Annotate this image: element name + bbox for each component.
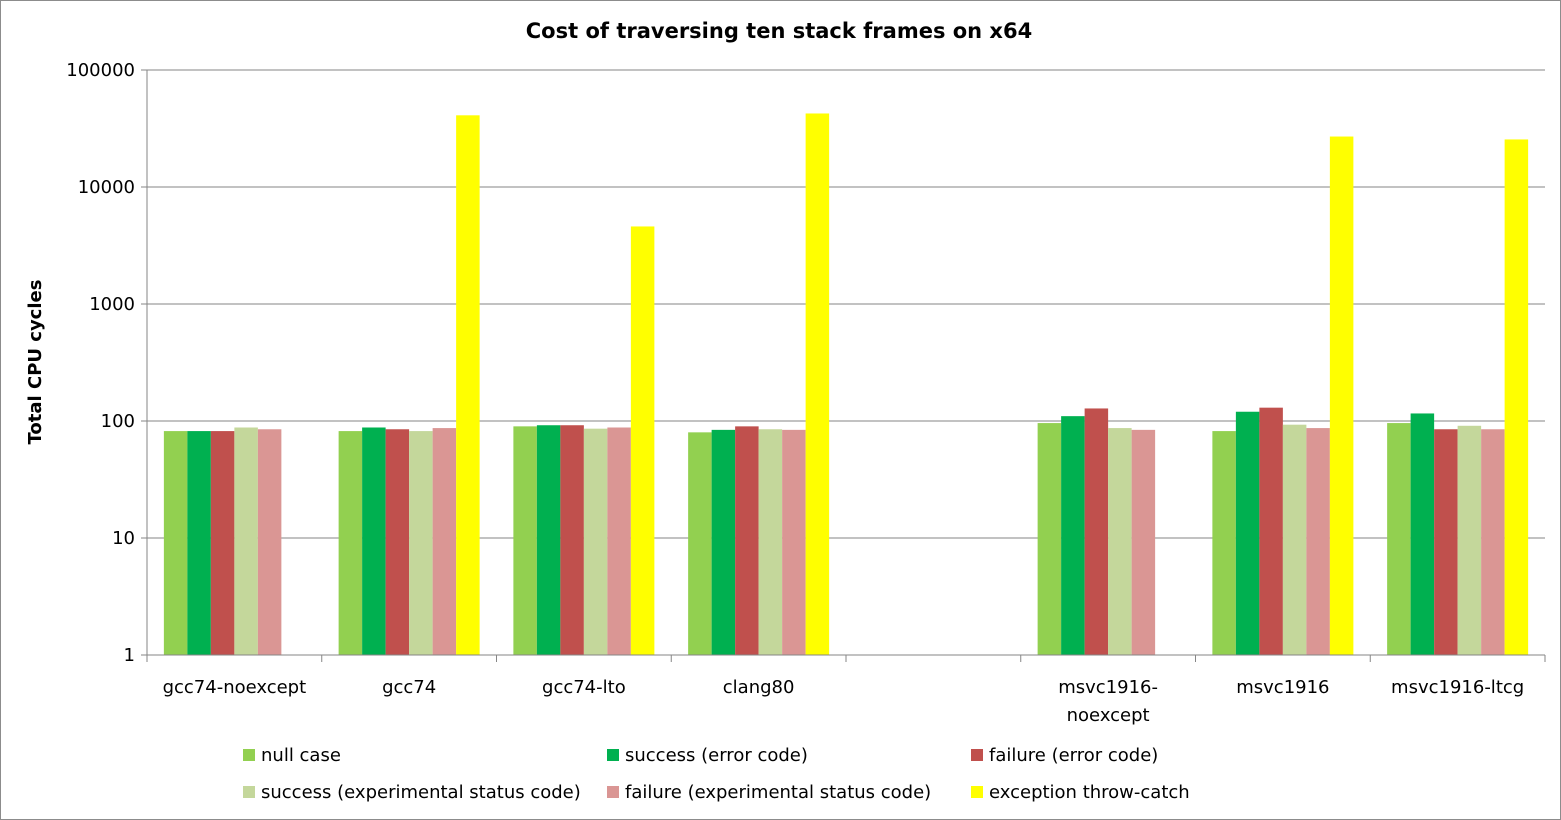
bar xyxy=(1212,431,1236,655)
bar xyxy=(630,226,655,655)
legend-swatch xyxy=(971,749,983,761)
bar xyxy=(1037,423,1062,655)
bar xyxy=(536,425,561,655)
bar xyxy=(560,425,584,655)
bar xyxy=(1282,424,1307,655)
bar xyxy=(1504,139,1529,655)
bar xyxy=(362,427,386,655)
legend-label: exception throw-catch xyxy=(989,782,1190,803)
bar xyxy=(782,429,806,655)
bar xyxy=(187,431,211,655)
axes xyxy=(141,69,1546,662)
bar xyxy=(735,426,759,655)
x-tick-label: noexcept xyxy=(1067,705,1150,726)
x-tick-label: msvc1916 xyxy=(1236,677,1329,698)
bar xyxy=(338,431,363,655)
bar xyxy=(1481,429,1505,655)
bar xyxy=(456,115,480,655)
bar xyxy=(1084,408,1109,655)
y-tick-label: 1000 xyxy=(89,294,135,315)
bar xyxy=(688,432,712,655)
legend-swatch xyxy=(243,786,255,798)
bar xyxy=(1387,423,1411,655)
y-tick-label: 10 xyxy=(112,528,135,549)
bar xyxy=(234,427,258,655)
bar xyxy=(385,429,410,655)
legend-swatch xyxy=(607,749,619,761)
bar xyxy=(583,428,608,655)
bar xyxy=(1061,416,1085,655)
bar xyxy=(1410,413,1435,655)
bar xyxy=(607,427,631,655)
bar xyxy=(257,429,282,655)
chart-title: Cost of traversing ten stack frames on x… xyxy=(526,19,1032,43)
legend-label: success (error code) xyxy=(625,745,808,766)
x-tick-label: clang80 xyxy=(723,677,795,698)
y-tick-label: 10000 xyxy=(78,177,135,198)
legend: null case success (error code) failure (er… xyxy=(243,745,1190,803)
y-tick-label: 100 xyxy=(101,411,135,432)
bar xyxy=(1259,407,1283,655)
bar xyxy=(1457,425,1482,655)
legend-swatch xyxy=(971,786,983,798)
bar xyxy=(805,113,830,655)
y-tick-label: 100000 xyxy=(66,60,135,81)
bars xyxy=(163,113,1529,655)
x-tick-label: gcc74-lto xyxy=(542,677,626,698)
bar xyxy=(1108,428,1132,655)
legend-swatch xyxy=(607,786,619,798)
legend-label: success (experimental status code) xyxy=(261,782,581,803)
bar xyxy=(409,431,433,655)
bar xyxy=(1329,136,1354,655)
bar xyxy=(1131,429,1156,655)
bar xyxy=(163,431,188,655)
legend-label: failure (experimental status code) xyxy=(625,782,931,803)
bar xyxy=(513,426,537,655)
bar xyxy=(758,429,783,655)
x-tick-label: msvc1916- xyxy=(1058,677,1158,698)
bar xyxy=(432,428,457,655)
legend-label: null case xyxy=(261,745,341,766)
x-tick-label: gcc74 xyxy=(382,677,436,698)
legend-swatch xyxy=(243,749,255,761)
x-tick-label: gcc74-noexcept xyxy=(163,677,307,698)
y-axis-label: Total CPU cycles xyxy=(25,280,46,445)
bar xyxy=(1235,411,1260,655)
bar xyxy=(1306,428,1330,655)
x-tick-label: msvc1916-ltcg xyxy=(1391,677,1524,698)
bar xyxy=(1434,429,1458,655)
y-tick-label: 1 xyxy=(124,645,135,666)
bar xyxy=(210,431,235,655)
legend-label: failure (error code) xyxy=(989,745,1158,766)
bar xyxy=(711,429,736,655)
tick-labels: 1 10 100 1000 10000 100000 gcc74-noexcept gcc74… xyxy=(66,60,1524,726)
